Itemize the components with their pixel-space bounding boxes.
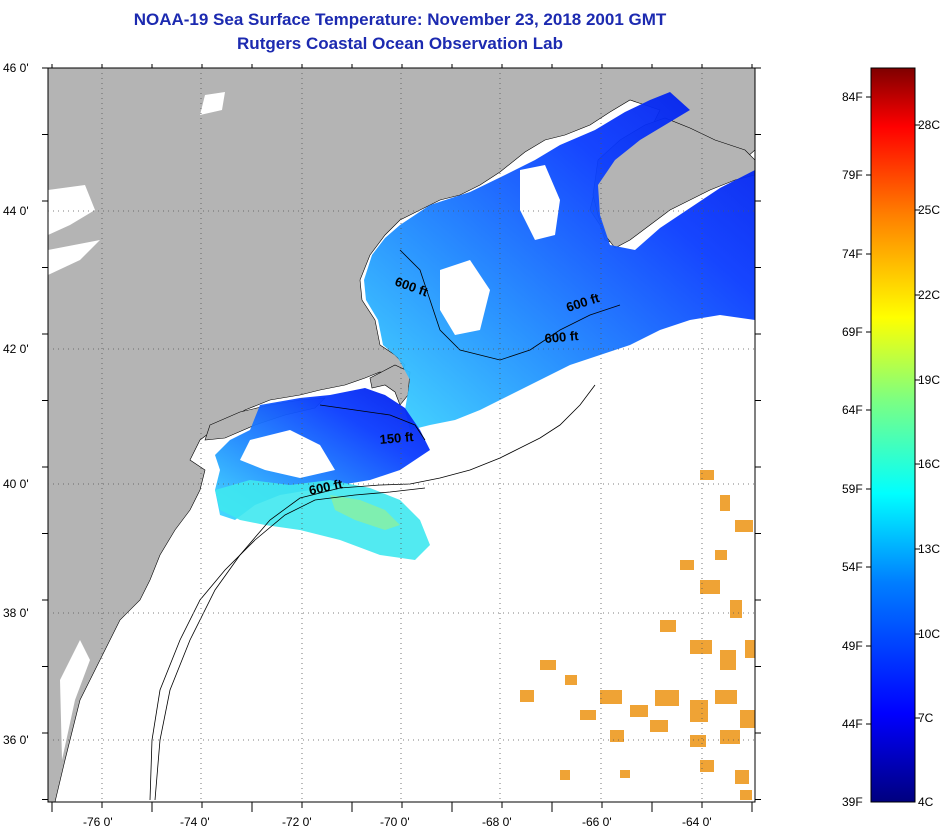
colorbar-f-label: 84F — [842, 90, 863, 104]
lon-label: -68 0' — [482, 815, 512, 829]
colorbar-c-label: 16C — [918, 457, 940, 471]
colorbar-f-label: 69F — [842, 325, 863, 339]
colorbar-c-label: 19C — [918, 373, 940, 387]
contour-label: 150 ft — [379, 429, 415, 447]
lat-label: 44 0' — [3, 204, 29, 218]
axis-ticks — [42, 64, 761, 812]
contour-label: 600 ft — [544, 328, 580, 346]
lon-label: -74 0' — [180, 815, 210, 829]
lon-label: -66 0' — [582, 815, 612, 829]
cloud-patch — [440, 260, 490, 335]
lat-label: 46 0' — [3, 61, 29, 75]
lat-label: 42 0' — [3, 342, 29, 356]
contour-label: 600 ft — [308, 476, 345, 498]
bathymetry-contours — [149, 249, 621, 801]
colorbar-f-label: 74F — [842, 247, 863, 261]
colorbar-ticks — [866, 96, 920, 725]
cloud-patch — [520, 165, 560, 240]
lat-label: 38 0' — [3, 606, 29, 620]
colorbar-f-label: 54F — [842, 560, 863, 574]
sst-gulf-of-maine — [364, 92, 755, 430]
map-title: NOAA-19 Sea Surface Temperature: Novembe… — [133, 10, 667, 29]
lon-label: -72 0' — [282, 815, 312, 829]
sst-shelf-cyan — [215, 480, 430, 560]
lon-label: -70 0' — [380, 815, 410, 829]
colorbar-f-label: 59F — [842, 482, 863, 496]
colorbar-c-label: 4C — [918, 795, 934, 809]
warm-pixels — [520, 470, 755, 800]
map-subtitle: Rutgers Coastal Ocean Observation Lab — [237, 34, 563, 53]
colorbar-f-label: 49F — [842, 639, 863, 653]
colorbar-c-label: 7C — [918, 711, 934, 725]
sst-shelf-green — [330, 495, 400, 530]
colorbar-f-label: 64F — [842, 403, 863, 417]
colorbar-c-label: 10C — [918, 627, 940, 641]
colorbar-f-label: 44F — [842, 717, 863, 731]
lat-label: 36 0' — [3, 733, 29, 747]
lon-label: -64 0' — [682, 815, 712, 829]
colorbar-c-label: 28C — [918, 118, 940, 132]
cloud-patch — [240, 430, 335, 478]
lat-label: 40 0' — [3, 477, 29, 491]
colorbar-f-label: 79F — [842, 168, 863, 182]
colorbar-c-label: 22C — [918, 288, 940, 302]
lon-label: -76 0' — [83, 815, 113, 829]
colorbar-f-label: 39F — [842, 795, 863, 809]
colorbar-c-label: 25C — [918, 203, 940, 217]
colorbar — [870, 67, 916, 803]
colorbar-c-label: 13C — [918, 542, 940, 556]
inland-water — [48, 92, 225, 760]
